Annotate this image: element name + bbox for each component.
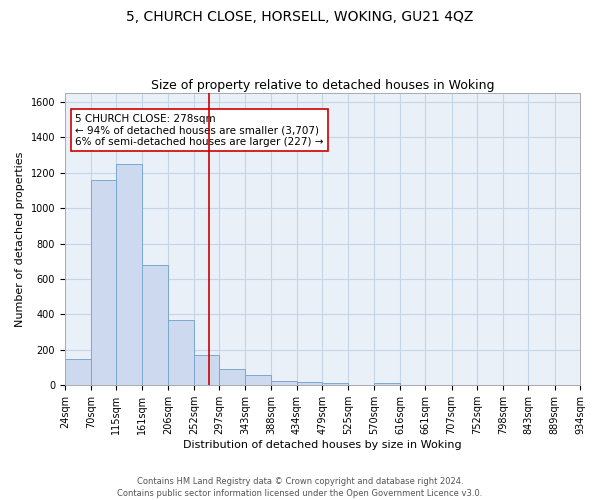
Text: 5, CHURCH CLOSE, HORSELL, WOKING, GU21 4QZ: 5, CHURCH CLOSE, HORSELL, WOKING, GU21 4… <box>127 10 473 24</box>
Title: Size of property relative to detached houses in Woking: Size of property relative to detached ho… <box>151 79 494 92</box>
X-axis label: Distribution of detached houses by size in Woking: Distribution of detached houses by size … <box>183 440 462 450</box>
Text: Contains HM Land Registry data © Crown copyright and database right 2024.
Contai: Contains HM Land Registry data © Crown c… <box>118 476 482 498</box>
Bar <box>91 180 116 385</box>
Bar <box>168 320 194 385</box>
Bar <box>65 358 91 385</box>
Bar <box>194 355 220 385</box>
Bar <box>322 382 349 385</box>
Bar <box>374 382 400 385</box>
Y-axis label: Number of detached properties: Number of detached properties <box>15 152 25 327</box>
Bar <box>245 376 271 385</box>
Bar <box>297 382 322 385</box>
Bar <box>271 381 297 385</box>
Bar <box>220 370 245 385</box>
Bar <box>142 265 168 385</box>
Text: 5 CHURCH CLOSE: 278sqm
← 94% of detached houses are smaller (3,707)
6% of semi-d: 5 CHURCH CLOSE: 278sqm ← 94% of detached… <box>75 114 324 147</box>
Bar <box>116 164 142 385</box>
